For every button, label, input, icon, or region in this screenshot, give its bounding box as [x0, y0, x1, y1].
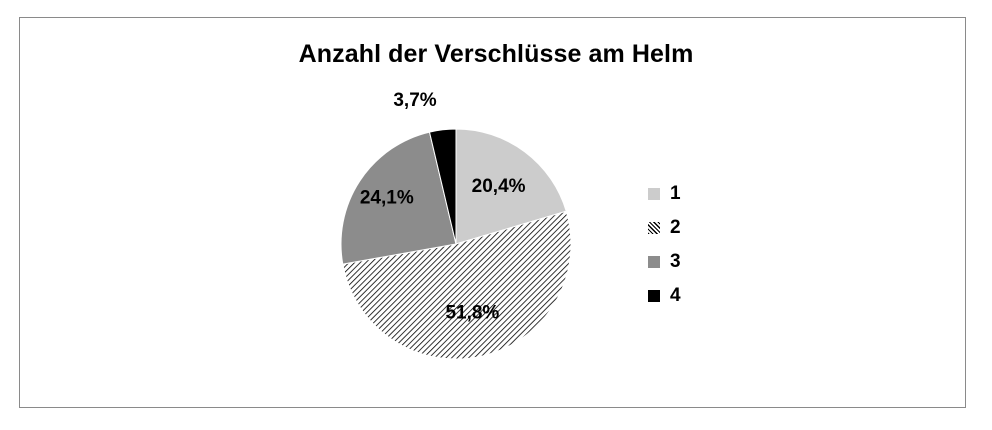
data-label-3: 24,1% — [360, 188, 414, 209]
chart-title: Anzahl der Verschlüsse am Helm — [298, 40, 694, 68]
legend-item: 2 — [648, 211, 681, 245]
legend-swatch-4 — [648, 290, 660, 302]
data-label-4: 3,7% — [393, 90, 436, 111]
legend-item: 4 — [648, 279, 681, 313]
legend-swatch-1 — [648, 188, 660, 200]
legend-item: 1 — [648, 177, 681, 211]
legend-label: 2 — [670, 217, 681, 238]
pie-slice-4 — [428, 128, 457, 245]
legend-label: 1 — [670, 183, 681, 204]
legend-swatch-3 — [648, 256, 660, 268]
legend-label: 4 — [670, 285, 681, 306]
legend: 1 2 3 4 — [648, 177, 681, 313]
legend-label: 3 — [670, 251, 681, 272]
data-label-1: 20,4% — [472, 176, 526, 197]
legend-item: 3 — [648, 245, 681, 279]
pie-slices — [340, 128, 572, 360]
pie-data-labels: 20,4% 51,8% 24,1% 3,7% — [360, 90, 526, 323]
pie-slice-3 — [340, 131, 457, 265]
pie-slice-2 — [342, 210, 572, 360]
data-label-2: 51,8% — [445, 302, 499, 323]
legend-swatch-2 — [648, 222, 660, 234]
pie-slice-1 — [455, 128, 567, 245]
